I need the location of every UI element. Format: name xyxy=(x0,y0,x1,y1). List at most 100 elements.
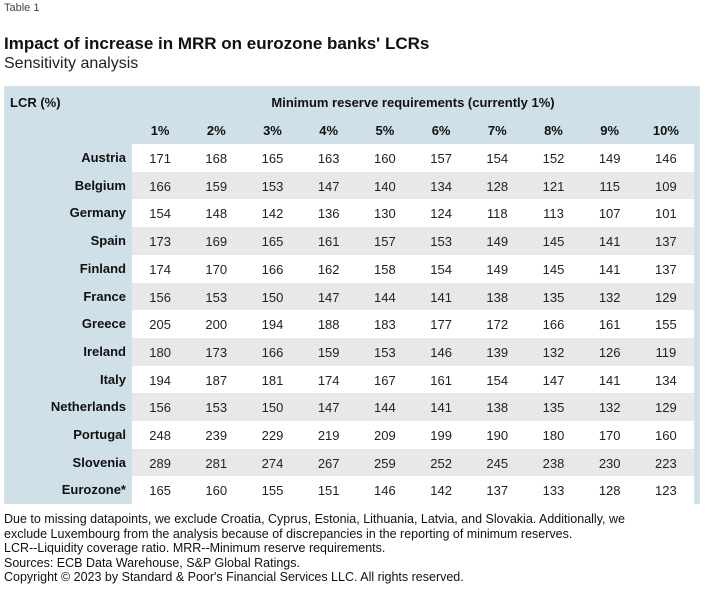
table-cell: 107 xyxy=(598,206,621,222)
row-label: Finland xyxy=(79,260,126,276)
table-cell: 140 xyxy=(374,178,396,194)
table-cell: 147 xyxy=(542,372,565,388)
table-cell: 239 xyxy=(205,428,228,443)
row-label: France xyxy=(83,288,126,304)
table-cell: 137 xyxy=(486,483,509,499)
table-cell: 147 xyxy=(317,400,340,416)
table-cell: 190 xyxy=(486,428,509,443)
table-cell: 144 xyxy=(374,400,396,416)
table-cell: 147 xyxy=(317,178,340,194)
table-cell: 200 xyxy=(205,317,228,333)
table-cell: 229 xyxy=(261,428,284,443)
table-cell: 153 xyxy=(374,344,396,360)
table-cell: 115 xyxy=(599,178,621,194)
table-cell: 173 xyxy=(205,344,228,360)
row-label: Netherlands xyxy=(50,399,126,415)
table-cell: 141 xyxy=(430,289,452,305)
column-header: 4% xyxy=(319,123,339,138)
table-cell: 128 xyxy=(486,178,509,194)
table-cell: 139 xyxy=(486,344,509,360)
table-cell: 172 xyxy=(486,317,509,333)
table-cell: 146 xyxy=(430,344,452,360)
page-subtitle: Sensitivity analysis xyxy=(4,55,139,72)
table-cell: 150 xyxy=(261,400,284,416)
footnotes: Due to missing datapoints, we exclude Cr… xyxy=(4,512,704,585)
table-cell: 153 xyxy=(205,400,228,416)
table-cell: 134 xyxy=(430,178,452,194)
table-cell: 134 xyxy=(655,372,677,388)
table-cell: 119 xyxy=(655,344,677,360)
column-header: 1% xyxy=(150,123,170,138)
footnote-line: exclude Luxembourg from the analysis bec… xyxy=(4,526,573,541)
table-cell: 141 xyxy=(430,400,452,416)
table-cell: 289 xyxy=(149,455,171,471)
group-header: Minimum reserve requirements (currently … xyxy=(271,95,555,110)
table-cell: 157 xyxy=(430,151,452,166)
table-cell: 156 xyxy=(149,289,171,305)
column-header: 9% xyxy=(600,123,620,138)
row-label: Belgium xyxy=(74,177,126,193)
table-cell: 174 xyxy=(149,261,171,277)
row-label: Ireland xyxy=(83,343,126,359)
table-cell: 145 xyxy=(542,234,565,250)
column-header: 8% xyxy=(544,123,563,138)
table-row xyxy=(132,282,694,311)
table-cell: 173 xyxy=(149,234,171,250)
row-label: Slovenia xyxy=(72,454,126,470)
table-cell: 245 xyxy=(486,455,509,471)
table-cell: 109 xyxy=(655,178,677,194)
table-cell: 151 xyxy=(317,483,340,499)
table-cell: 138 xyxy=(486,400,509,416)
stub-header: LCR (%) xyxy=(10,95,61,110)
table-cell: 135 xyxy=(542,289,565,305)
table-cell: 183 xyxy=(374,317,396,333)
table-cell: 121 xyxy=(542,178,565,194)
table-cell: 163 xyxy=(317,151,340,166)
table-cell: 147 xyxy=(317,289,340,305)
table-header-band xyxy=(4,86,700,144)
table-cell: 219 xyxy=(317,428,340,443)
table-cell: 194 xyxy=(149,372,171,388)
table-cell: 281 xyxy=(205,455,228,471)
column-header: 3% xyxy=(263,123,282,138)
table-cell: 137 xyxy=(655,261,677,277)
table-cell: 180 xyxy=(149,344,171,360)
table-cell: 171 xyxy=(149,151,171,166)
table-cell: 165 xyxy=(261,234,284,250)
footnote-line: Copyright © 2023 by Standard & Poor's Fi… xyxy=(4,570,464,585)
table-cell: 142 xyxy=(430,483,452,499)
table-cell: 177 xyxy=(430,317,452,333)
table-cell: 230 xyxy=(598,455,621,471)
table-cell: 166 xyxy=(261,344,284,360)
table-cell: 180 xyxy=(542,428,565,443)
table-cell: 153 xyxy=(430,234,452,250)
table-cell: 161 xyxy=(317,234,340,250)
table-cell: 149 xyxy=(598,151,621,166)
table-row xyxy=(132,171,694,200)
table-cell: 252 xyxy=(430,455,452,471)
table-cell: 238 xyxy=(542,455,565,471)
table-cell: 129 xyxy=(655,289,677,305)
table-cell: 160 xyxy=(655,428,677,443)
table-cell: 155 xyxy=(655,317,677,333)
page-title: Impact of increase in MRR on eurozone ba… xyxy=(4,34,430,53)
table-cell: 156 xyxy=(149,400,171,416)
table-cell: 166 xyxy=(261,261,284,277)
row-label: Spain xyxy=(90,233,126,249)
row-label: Greece xyxy=(81,316,126,332)
table-cell: 148 xyxy=(205,206,228,222)
table-cell: 141 xyxy=(598,372,621,388)
table-cell: 161 xyxy=(430,372,452,388)
table-cell: 166 xyxy=(149,178,171,194)
table-row xyxy=(132,448,694,477)
table-cell: 149 xyxy=(486,234,509,250)
table-cell: 205 xyxy=(149,317,171,333)
lcr-sensitivity-table: LCR (%) Minimum reserve requirements (cu… xyxy=(4,86,700,504)
table-cell: 153 xyxy=(261,178,284,194)
table-cell: 129 xyxy=(655,400,677,416)
table-row xyxy=(132,393,694,421)
table-cell: 154 xyxy=(486,372,509,388)
footnote-line: LCR--Liquidity coverage ratio. MRR--Mini… xyxy=(4,541,386,556)
table-cell: 157 xyxy=(374,234,396,250)
column-header: 5% xyxy=(375,123,395,138)
